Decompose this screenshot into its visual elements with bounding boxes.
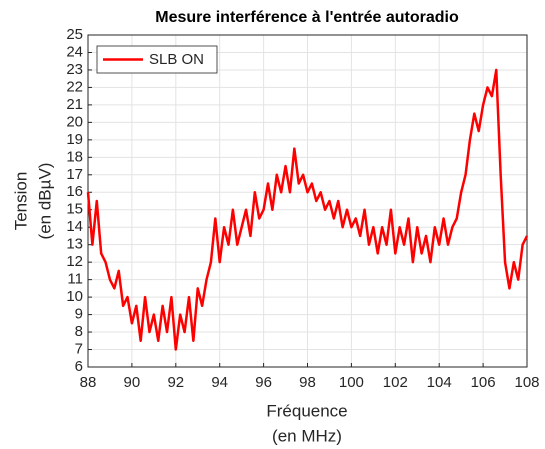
x-tick-label: 108 bbox=[514, 374, 539, 391]
x-axis-label: (en MHz) bbox=[272, 426, 342, 445]
x-tick-label: 100 bbox=[339, 374, 364, 391]
y-axis-label: Tension bbox=[11, 172, 30, 231]
y-tick-label: 18 bbox=[66, 148, 83, 165]
x-tick-label: 96 bbox=[255, 374, 272, 391]
x-axis-label: Fréquence bbox=[266, 401, 347, 420]
x-tick-label: 92 bbox=[167, 374, 184, 391]
y-tick-label: 13 bbox=[66, 236, 83, 253]
x-tick-label: 104 bbox=[427, 374, 452, 391]
y-tick-label: 16 bbox=[66, 183, 83, 200]
legend-label: SLB ON bbox=[149, 51, 204, 68]
y-tick-label: 8 bbox=[75, 323, 83, 340]
x-tick-label: 98 bbox=[299, 374, 316, 391]
y-tick-label: 23 bbox=[66, 61, 83, 78]
y-tick-label: 25 bbox=[66, 26, 83, 43]
chart-title: Mesure interférence à l'entrée autoradio bbox=[155, 9, 459, 26]
y-tick-label: 10 bbox=[66, 288, 83, 305]
x-tick-label: 102 bbox=[383, 374, 408, 391]
y-tick-label: 22 bbox=[66, 78, 83, 95]
y-tick-label: 7 bbox=[75, 340, 83, 357]
x-tick-label: 90 bbox=[124, 374, 141, 391]
y-tick-label: 14 bbox=[66, 218, 83, 235]
y-axis-label: (en dBµV) bbox=[35, 163, 54, 240]
y-tick-label: 20 bbox=[66, 113, 83, 130]
y-tick-label: 12 bbox=[66, 253, 83, 270]
y-tick-label: 21 bbox=[66, 96, 83, 113]
y-tick-label: 15 bbox=[66, 201, 83, 218]
y-tick-label: 17 bbox=[66, 166, 83, 183]
y-tick-label: 9 bbox=[75, 306, 83, 323]
y-tick-label: 19 bbox=[66, 131, 83, 148]
y-tick-label: 24 bbox=[66, 43, 83, 60]
x-tick-label: 106 bbox=[471, 374, 496, 391]
data-line bbox=[86, 68, 529, 351]
x-tick-label: 88 bbox=[80, 374, 97, 391]
y-tick-label: 6 bbox=[75, 358, 83, 375]
y-tick-label: 11 bbox=[67, 271, 83, 288]
x-tick-label: 94 bbox=[211, 374, 228, 391]
